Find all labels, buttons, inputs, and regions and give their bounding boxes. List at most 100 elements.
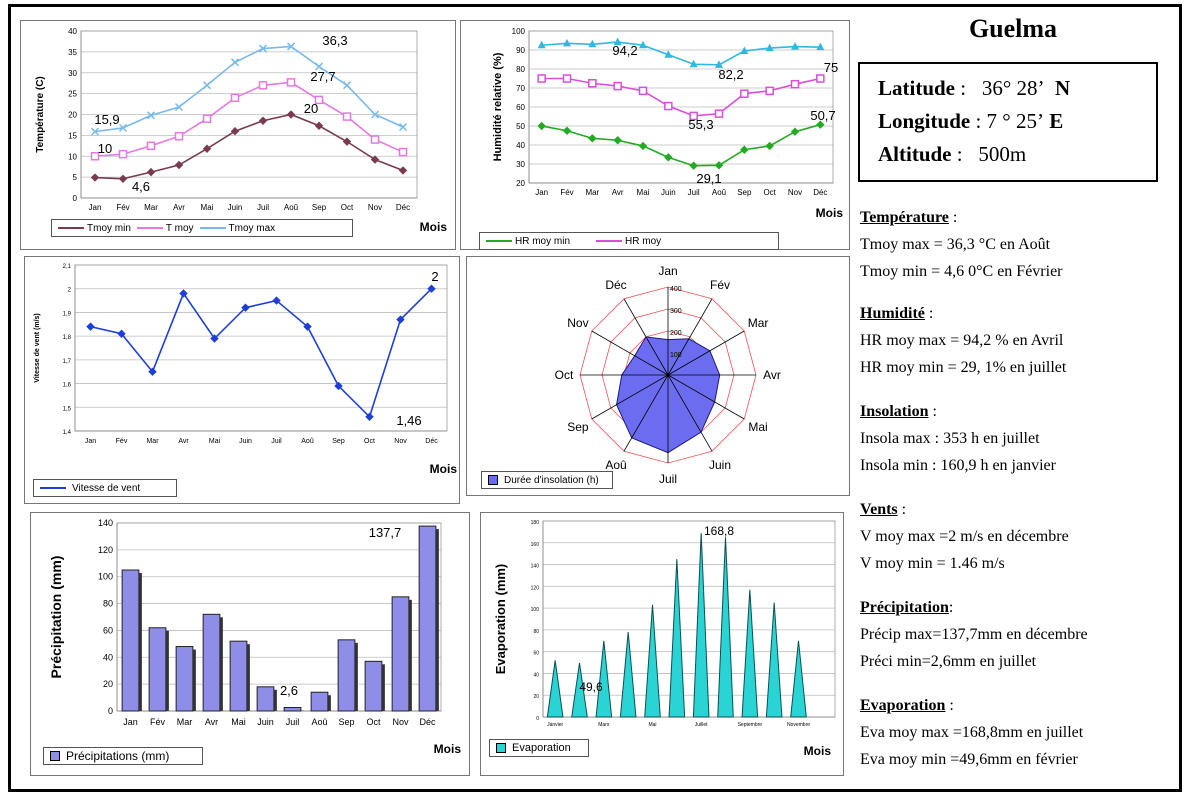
- marker-stroke: [286, 42, 296, 51]
- latitude-dir: N: [1055, 76, 1071, 100]
- data-point: [258, 44, 268, 53]
- data-point: [202, 144, 212, 153]
- data-point: [146, 167, 156, 177]
- evaporation-spike: [790, 640, 807, 718]
- data-point: [117, 329, 126, 338]
- summary-line: V moy min = 1.46 m/s: [860, 555, 1005, 572]
- y-tick-label: 80: [516, 65, 525, 74]
- bar-shadow: [165, 630, 169, 711]
- x-tick-label: Nov: [392, 717, 409, 727]
- x-tick-label: Mai: [201, 203, 214, 212]
- y-tick-label: 80: [533, 629, 539, 635]
- y-tick-label: 5: [73, 173, 78, 182]
- legend-label: Durée d'insolation (h): [504, 474, 599, 486]
- x-tick-label: Mai: [209, 438, 221, 445]
- data-point: [714, 109, 724, 118]
- data-point: [790, 79, 800, 89]
- legend-label: Précipitations (mm): [66, 749, 170, 763]
- category-label: Juin: [709, 458, 731, 472]
- bar: [283, 707, 302, 712]
- y-tick-label: 160: [531, 542, 540, 548]
- marker-stroke: [342, 81, 352, 90]
- x-tick-label: Déc: [419, 717, 436, 727]
- data-point: [118, 174, 128, 184]
- y-tick-label: 1,7: [63, 359, 72, 365]
- y-tick-label: 20: [68, 111, 77, 120]
- data-point: [715, 60, 723, 68]
- legend-swatch-icon: [488, 475, 498, 485]
- data-point: [334, 381, 343, 391]
- precipitation-chart-panel: 0 20 40 60 80 100 120 140 Jan Fév Mar Avr Mai Juin Jui…: [30, 512, 470, 776]
- data-point: [740, 89, 749, 98]
- altitude-value: 500m: [978, 142, 1027, 166]
- r-tick-label: 200: [670, 330, 682, 337]
- x-tick-label: Juil: [286, 717, 300, 727]
- summary-heading: Température: [860, 209, 949, 226]
- marker-stroke: [258, 44, 268, 53]
- radar-spoke: [623, 298, 669, 376]
- bar-shadow: [327, 695, 331, 711]
- bar: [202, 613, 221, 712]
- x-tick-label: Juil: [271, 438, 282, 445]
- summary-line: HR moy max = 94,2 % en Avril: [860, 332, 1064, 349]
- legend-line-icon: [40, 487, 66, 489]
- data-point: [427, 284, 436, 293]
- station-name: Guelma: [968, 14, 1058, 43]
- data-point: [562, 74, 572, 83]
- data-point: [537, 40, 546, 49]
- longitude-value: 7 ° 25’: [986, 109, 1044, 133]
- x-tick-label: Jan: [535, 188, 548, 197]
- y-tick-label: 20: [516, 179, 525, 188]
- data-point: [230, 93, 240, 103]
- x-tick-label: Mars: [598, 722, 610, 728]
- temperature-svg: 0 5 10 15 20 25 30 35 40 Jan Fév Mar Avr Mai Juin Juil A…: [35, 27, 447, 234]
- legend-line-icon: [58, 227, 84, 229]
- bar: [121, 569, 140, 712]
- x-tick-label: Juin: [239, 438, 252, 445]
- category-label: Juil: [659, 472, 677, 486]
- longitude-label: Longitude: [878, 109, 971, 133]
- y-tick-label: 120: [98, 545, 113, 555]
- temperature-legend: Tmoy min T moy Tmoy max: [51, 219, 353, 237]
- y-tick-label: 50: [516, 122, 525, 131]
- y-tick-label: 35: [68, 48, 77, 57]
- x-axis-label: Mois: [804, 744, 832, 758]
- bar-shadow: [381, 664, 385, 711]
- plot-area: [542, 520, 836, 718]
- x-tick-label: Juin: [257, 717, 274, 727]
- data-point: [230, 58, 240, 67]
- summary-humidity: Humidité : HR moy max = 94,2 % en Avril …: [860, 300, 1066, 381]
- data-point: [258, 81, 268, 90]
- y-tick-label: 60: [516, 103, 525, 112]
- wind-chart-panel: 1,4 1,5 1,6 1,7 1,8 1,9 2 2,1 Jan Fév Mar Avr Mai Jui…: [24, 256, 460, 504]
- y-tick-label: 0: [536, 716, 539, 722]
- y-tick-label: 70: [516, 84, 525, 93]
- x-tick-label: Aoû: [311, 717, 327, 727]
- x-tick-label: Avr: [173, 203, 185, 212]
- data-point: [148, 367, 157, 376]
- y-axis-label: Précipitation (mm): [48, 556, 64, 679]
- summary-line: Précip max=137,7mm en décembre: [860, 626, 1088, 643]
- data-label: 2: [431, 269, 438, 284]
- category-label: Jan: [658, 264, 677, 278]
- marker-stroke: [174, 102, 184, 112]
- category-label: Avr: [763, 368, 781, 382]
- y-axis-label: Vitesse de vent (m/s): [34, 313, 41, 383]
- legend-line-icon: [136, 227, 163, 229]
- y-tick-label: 2,1: [63, 264, 72, 270]
- marker-stroke: [314, 62, 324, 71]
- data-point: [689, 161, 698, 170]
- x-tick-label: Mai: [637, 188, 650, 197]
- summary-heading: Vents: [860, 501, 898, 518]
- data-point: [398, 166, 408, 175]
- data-point: [816, 120, 825, 129]
- data-label: 27,7: [310, 69, 335, 84]
- data-point: [258, 116, 268, 125]
- data-point: [638, 86, 648, 96]
- bar: [391, 596, 410, 712]
- evaporation-spike: [571, 662, 588, 718]
- legend-line-icon: [596, 240, 623, 242]
- y-tick-label: 80: [103, 599, 113, 609]
- x-tick-label: Juillet: [695, 722, 708, 728]
- data-point: [398, 122, 408, 132]
